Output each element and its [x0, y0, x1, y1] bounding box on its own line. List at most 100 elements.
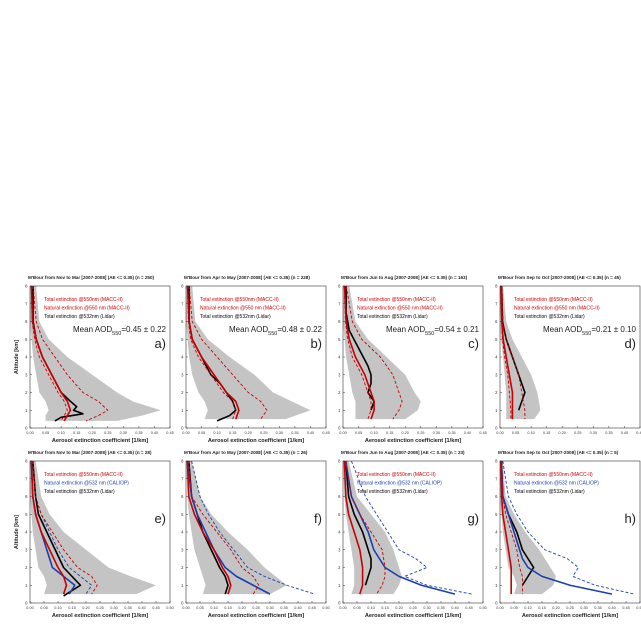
y-axis-label: Altitude [km] — [14, 340, 20, 374]
x-tick-label: 0.30 — [120, 431, 127, 435]
panel-letter: g) — [467, 511, 479, 526]
x-axis-label: Aerosol extinction coefficient [1/km] — [522, 613, 618, 619]
x-tick-label: 0.00 — [182, 431, 189, 435]
x-axis-label: Aerosol extinction coefficient [1/km] — [208, 613, 304, 619]
y-axis-label: Altitude [km] — [14, 515, 20, 549]
y-tick-label: 3 — [181, 372, 184, 377]
y-tick-label: 7 — [25, 301, 28, 306]
chart-panel-3: M'Bour from Jun to Aug [2007-2008] (AE <… — [338, 275, 487, 444]
x-tick-label: 0.45 — [152, 606, 159, 610]
series-natural — [343, 285, 372, 420]
x-tick-label: 0.50 — [636, 606, 641, 610]
x-tick-label: 0.40 — [138, 606, 145, 610]
x-tick-label: 0.25 — [252, 606, 259, 610]
x-tick-label: 0.25 — [566, 606, 573, 610]
series-lidar — [345, 286, 375, 411]
y-tick-label: 2 — [338, 390, 341, 395]
chart-panel-7: M'Bour from Jun to Aug [2007-2008] (AE <… — [338, 450, 487, 619]
x-tick-label: 0.15 — [386, 431, 393, 435]
series-total-spread — [501, 285, 526, 420]
y-tick-label: 6 — [181, 319, 184, 324]
y-tick-label: 1 — [25, 408, 28, 413]
series-total-spread — [345, 285, 403, 420]
legend-entry: Total extinction @532nm (Lidar) — [44, 314, 115, 320]
y-tick-label: 7 — [25, 476, 28, 481]
x-tick-label: 0.15 — [224, 606, 231, 610]
variability-band — [343, 461, 402, 595]
x-tick-label: 0.30 — [110, 606, 117, 610]
x-tick-label: 0.45 — [479, 431, 486, 435]
y-tick-label: 7 — [338, 301, 341, 306]
mean-aod-annotation: Mean AOD550=0.48 ± 0.22 — [229, 325, 323, 337]
x-axis-label: Aerosol extinction coefficient [1/km] — [365, 613, 461, 619]
y-tick-label: 8 — [25, 284, 28, 289]
y-tick-label: 5 — [495, 512, 498, 517]
series-total — [500, 460, 513, 595]
panel-letter: h) — [624, 511, 636, 526]
x-tick-label: 0.20 — [89, 431, 96, 435]
x-tick-label: 0.00 — [26, 431, 33, 435]
y-tick-label: 4 — [495, 355, 498, 360]
x-tick-label: 0.10 — [524, 606, 531, 610]
legend-entry: Total extinction @550nm (MACC-II) — [514, 472, 593, 478]
x-tick-label: 0.10 — [527, 431, 534, 435]
legend-entry: Natural extinction @550 nm (MACC-II) — [514, 306, 600, 312]
panel-title: M'Bour from Apr to May [2007-2008] (AE <… — [184, 450, 308, 455]
panel-letter: d) — [624, 336, 636, 351]
series-total — [343, 285, 375, 420]
x-tick-label: 0.10 — [57, 431, 64, 435]
series-total-spread — [188, 460, 260, 595]
panel-letter: b) — [310, 336, 322, 351]
y-tick-label: 8 — [25, 459, 28, 464]
x-tick-label: 0.40 — [451, 606, 458, 610]
variability-band — [500, 286, 541, 420]
y-tick-label: 4 — [25, 355, 28, 360]
y-tick-label: 6 — [25, 494, 28, 499]
x-tick-label: 0.00 — [182, 606, 189, 610]
x-tick-label: 0.00 — [26, 606, 33, 610]
y-tick-label: 3 — [181, 547, 184, 552]
y-tick-label: 7 — [338, 476, 341, 481]
x-tick-label: 0.05 — [196, 606, 203, 610]
x-tick-label: 0.35 — [291, 431, 298, 435]
panel-letter: a) — [154, 336, 166, 351]
mean-aod-annotation: Mean AOD550=0.54 ± 0.21 — [386, 325, 480, 337]
legend-entry: Total extinction @532nm (Lidar) — [200, 314, 271, 320]
x-tick-label: 0.00 — [339, 431, 346, 435]
panel-title: M'Bour from Sep to Oct [2007-2008] (AE <… — [498, 450, 619, 455]
panel-letter: e) — [154, 511, 166, 526]
variability-band — [186, 461, 287, 595]
x-tick-label: 0.05 — [355, 431, 362, 435]
y-tick-label: 0 — [25, 601, 28, 606]
legend-entry: Total extinction @550nm (MACC-II) — [44, 472, 123, 478]
y-tick-label: 2 — [495, 565, 498, 570]
panel-title: M'Bour from Nov to Mar [2007-2008] (AE <… — [28, 275, 155, 280]
x-tick-label: 0.25 — [104, 431, 111, 435]
x-tick-label: 0.45 — [308, 606, 315, 610]
y-tick-label: 4 — [495, 530, 498, 535]
legend-entry: Total extinction @550nm (MACC-II) — [44, 297, 123, 303]
y-tick-label: 8 — [495, 284, 498, 289]
x-tick-label: 0.10 — [367, 606, 374, 610]
series-total-spread — [32, 460, 98, 595]
y-tick-label: 8 — [338, 284, 341, 289]
series-caliop-spread — [191, 460, 315, 595]
series-lidar — [32, 460, 82, 597]
series-total — [500, 285, 514, 420]
y-tick-label: 0 — [495, 426, 498, 431]
x-tick-label: 0.15 — [543, 431, 550, 435]
x-tick-label: 0.00 — [496, 431, 503, 435]
x-tick-label: 0.40 — [307, 431, 314, 435]
x-tick-label: 0.20 — [402, 431, 409, 435]
x-tick-label: 0.30 — [423, 606, 430, 610]
y-tick-label: 7 — [495, 476, 498, 481]
series-natural — [500, 285, 512, 420]
y-tick-label: 1 — [181, 583, 184, 588]
legend-entry: Natural extinction @532 nm (CALIOP) — [357, 481, 442, 487]
panel-letter: c) — [468, 336, 479, 351]
x-tick-label: 0.05 — [510, 606, 517, 610]
x-tick-label: 0.35 — [124, 606, 131, 610]
x-tick-label: 0.05 — [42, 431, 49, 435]
x-tick-label: 0.45 — [465, 606, 472, 610]
x-tick-label: 0.05 — [353, 606, 360, 610]
